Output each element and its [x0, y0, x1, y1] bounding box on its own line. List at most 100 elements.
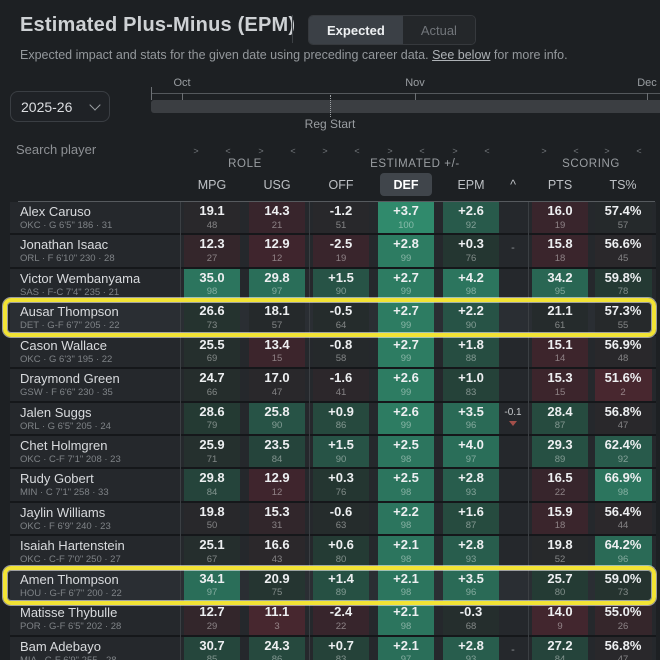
- stat-value: +1.0: [458, 370, 484, 386]
- stat-value: 29.8: [199, 470, 225, 486]
- cell-def: +2.2 98: [378, 502, 434, 535]
- cell-off: -2.4 22: [313, 603, 369, 635]
- sort-asc-pts[interactable]: >: [541, 146, 547, 156]
- sort-desc-ts[interactable]: <: [636, 146, 642, 156]
- sort-asc-ts[interactable]: >: [604, 146, 610, 156]
- player-row[interactable]: Amen Thompson HOU · G-F 6'7" 200 · 22 34.1…: [10, 569, 656, 602]
- cell-epm: +4.2 98: [443, 268, 499, 301]
- player-table: Alex Caruso OKC · G 6'5" 186 · 31 19.1 48 14…: [10, 202, 656, 660]
- player-row[interactable]: Chet Holmgren OKC · C-F 7'1" 208 · 23 25.9…: [10, 436, 656, 468]
- stat-value: +2.7: [393, 269, 419, 285]
- stat-percentile: 21: [271, 219, 283, 231]
- cell-off: +1.5 90: [313, 436, 369, 468]
- cell-pts: 21.1 61: [532, 302, 588, 334]
- cell-pts: 34.2 95: [532, 268, 588, 301]
- sort-asc-mpg[interactable]: >: [193, 146, 199, 156]
- sort-desc-mpg[interactable]: <: [225, 146, 231, 156]
- cell-pts: 15.9 18: [532, 502, 588, 535]
- player-row[interactable]: Draymond Green GSW · F 6'6" 230 · 35 24.7 6…: [10, 369, 656, 401]
- cell-usg: 12.9 12: [249, 469, 305, 501]
- column-header-epm[interactable]: EPM: [457, 178, 485, 192]
- stat-percentile: 96: [465, 420, 477, 432]
- player-row[interactable]: Victor Wembanyama SAS · F-C 7'4" 235 · 21…: [10, 268, 656, 301]
- sort-asc-off[interactable]: >: [322, 146, 328, 156]
- cell-pts: 15.3 15: [532, 369, 588, 401]
- stat-value: +1.8: [458, 336, 484, 352]
- sort-asc-usg[interactable]: >: [258, 146, 264, 156]
- cell-trend: [499, 202, 527, 233]
- sort-desc-usg[interactable]: <: [290, 146, 296, 156]
- player-meta: MIN · C 7'1" 258 · 33: [20, 487, 109, 499]
- column-header-ts[interactable]: TS%: [609, 178, 637, 192]
- stat-value: 16.5: [547, 470, 573, 486]
- stat-value: -0.6: [329, 503, 353, 519]
- sort-desc-def[interactable]: <: [419, 146, 425, 156]
- column-header-off[interactable]: OFF: [328, 178, 354, 192]
- player-row[interactable]: Cason Wallace OKC · G 6'3" 195 · 22 25.5 69…: [10, 335, 656, 368]
- stat-value: 59.0%: [604, 570, 642, 586]
- stat-percentile: 14: [554, 353, 566, 365]
- player-row[interactable]: Bam AdebayoMIA · C-F 6'9" 255 · 28 30.785…: [10, 636, 656, 660]
- tab-actual[interactable]: Actual: [402, 16, 475, 44]
- stat-value: +3.5: [458, 570, 484, 586]
- player-name: Cason Wallace: [20, 337, 107, 353]
- timeline-slider[interactable]: [151, 100, 660, 113]
- player-row[interactable]: Jonathan Isaac ORL · F 6'10" 230 · 28 12.3…: [10, 235, 656, 267]
- search-input[interactable]: [14, 138, 168, 160]
- column-header-mpg[interactable]: MPG: [197, 178, 227, 192]
- sort-desc-pts[interactable]: <: [573, 146, 579, 156]
- tab-expected[interactable]: Expected: [309, 16, 403, 44]
- stat-value: 14.3: [264, 203, 290, 218]
- column-header-def[interactable]: DEF: [393, 178, 419, 192]
- player-row[interactable]: Matisse Thybulle POR · G-F 6'5" 202 · 28 1…: [10, 603, 656, 635]
- player-row[interactable]: Rudy Gobert MIN · C 7'1" 258 · 33 29.8 84 12…: [10, 469, 656, 501]
- cell-pts: 15.8 18: [532, 235, 588, 267]
- stat-value: 25.7: [547, 570, 573, 586]
- player-row[interactable]: Alex Caruso OKC · G 6'5" 186 · 31 19.1 48 14…: [10, 202, 656, 234]
- stat-percentile: 97: [400, 654, 412, 660]
- stat-percentile: 97: [271, 286, 283, 298]
- stat-value: 12.9: [264, 236, 290, 252]
- stat-percentile: 43: [271, 553, 283, 565]
- header-divider: [292, 15, 293, 43]
- stat-percentile: 98: [617, 486, 629, 498]
- stat-value: +3.7: [393, 203, 419, 218]
- column-header-trend[interactable]: ^: [510, 178, 516, 192]
- sort-desc-epm[interactable]: <: [484, 146, 490, 156]
- player-name: Amen Thompson: [20, 571, 119, 587]
- stat-percentile: 9: [557, 620, 563, 632]
- player-row[interactable]: Jaylin Williams OKC · F 6'9" 240 · 23 19.8…: [10, 502, 656, 535]
- chevron-down-icon: [89, 98, 101, 111]
- timeline-month-tick: [182, 93, 183, 100]
- column-header-usg[interactable]: USG: [263, 178, 291, 192]
- cell-trend: [499, 369, 527, 400]
- see-below-link[interactable]: See below: [432, 48, 491, 62]
- player-row[interactable]: Jalen Suggs ORL · G 6'5" 205 · 24 28.6 79 25…: [10, 402, 656, 434]
- cell-ts: 66.9% 98: [594, 469, 652, 501]
- cell-usg: 17.0 47: [249, 369, 305, 401]
- cell-def: +2.7 99: [378, 268, 434, 301]
- stat-percentile: 100: [398, 219, 414, 231]
- season-select[interactable]: 2025-26: [10, 91, 110, 122]
- sort-desc-off[interactable]: <: [354, 146, 360, 156]
- stat-value: 19.1: [199, 203, 225, 218]
- stat-value: 12.3: [199, 236, 225, 252]
- column-group-divider: [180, 202, 181, 660]
- sort-asc-epm[interactable]: >: [452, 146, 458, 156]
- sort-asc-def[interactable]: >: [387, 146, 393, 156]
- stat-percentile: 83: [465, 386, 477, 398]
- player-row[interactable]: Isaiah Hartenstein OKC · C-F 7'0" 250 · 2…: [10, 536, 656, 568]
- stat-value: 28.6: [199, 403, 225, 419]
- cell-epm: +2.6 92: [443, 202, 499, 234]
- cell-usg: 13.4 15: [249, 335, 305, 368]
- stat-value: 57.3%: [604, 303, 642, 319]
- stat-percentile: 75: [271, 587, 283, 599]
- player-row[interactable]: Ausar Thompson DET · G-F 6'7" 205 · 22 26.…: [10, 302, 656, 334]
- stat-value: 18.1: [264, 303, 290, 319]
- stat-percentile: 93: [465, 486, 477, 498]
- stat-value: 25.9: [199, 437, 225, 452]
- column-header-pts[interactable]: PTS: [547, 178, 573, 192]
- player-name: Rudy Gobert: [20, 471, 94, 487]
- stat-value: 29.8: [264, 269, 290, 285]
- stat-percentile: 69: [206, 353, 218, 365]
